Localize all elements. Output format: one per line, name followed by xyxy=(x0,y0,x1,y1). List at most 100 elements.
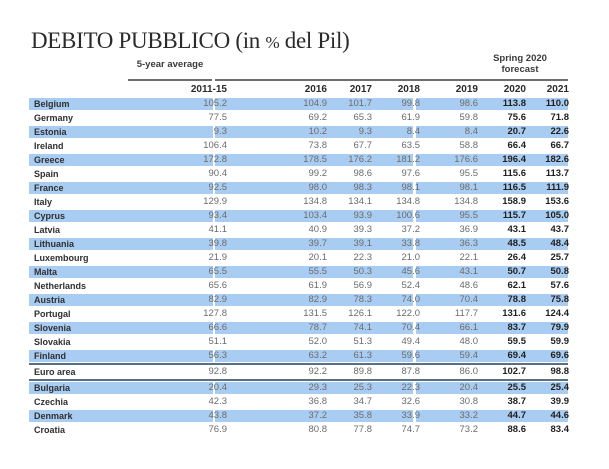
table-row: Netherlands 65.6 61.9 56.9 52.4 48.6 62.1 57.6 xyxy=(29,279,569,293)
cell-value: 20.4 xyxy=(459,382,479,393)
country-name: Slovenia xyxy=(34,323,72,333)
cell-value: 82.9 xyxy=(308,294,328,305)
row-highlight xyxy=(215,210,413,222)
cell-value: 34.7 xyxy=(353,396,373,407)
cell-value: 134.8 xyxy=(303,196,327,207)
row-highlight xyxy=(215,410,413,422)
row-highlight xyxy=(416,322,568,334)
cell-value: 35.8 xyxy=(353,410,373,421)
cell-value: 22.6 xyxy=(550,126,570,137)
cell-value: 39.3 xyxy=(353,224,373,235)
cell-value: 100.6 xyxy=(396,210,420,221)
cell-value: 67.7 xyxy=(353,140,373,151)
cell-value: 76.9 xyxy=(208,424,228,435)
cell-value: 70.4 xyxy=(401,322,421,333)
cell-value: 115.7 xyxy=(502,210,526,221)
cell-value: 22.3 xyxy=(353,252,373,263)
cell-value: 38.7 xyxy=(507,396,527,407)
cell-value: 51.3 xyxy=(353,336,373,347)
cell-value: 48.6 xyxy=(459,280,479,291)
cell-value: 87.8 xyxy=(401,366,421,377)
cell-value: 44.7 xyxy=(507,410,527,421)
cell-value: 92.8 xyxy=(208,366,228,377)
cell-value: 69.6 xyxy=(550,350,570,361)
table-row: Slovakia 51.1 52.0 51.3 49.4 48.0 59.5 59.9 xyxy=(29,335,569,349)
cell-value: 127.8 xyxy=(203,308,227,319)
country-name: Germany xyxy=(34,113,74,123)
country-name: Austria xyxy=(34,295,66,305)
cell-value: 63.5 xyxy=(401,140,421,151)
group-label-forecast: Spring 2020 forecast xyxy=(480,53,560,75)
cell-value: 20.7 xyxy=(507,126,527,137)
cell-value: 43.1 xyxy=(459,266,479,277)
cell-value: 178.5 xyxy=(303,154,327,165)
table-row: Germany 77.5 69.2 65.3 61.9 59.8 75.6 71.8 xyxy=(29,111,569,125)
cell-value: 105.2 xyxy=(203,98,227,109)
cell-value: 106.4 xyxy=(203,140,227,151)
cell-value: 98.6 xyxy=(353,168,373,179)
cell-value: 59.5 xyxy=(507,336,527,347)
row-highlight xyxy=(29,322,213,334)
cell-value: 90.4 xyxy=(208,168,228,179)
country-name: Finland xyxy=(34,351,66,361)
cell-value: 102.7 xyxy=(502,366,526,377)
cell-value: 98.1 xyxy=(459,182,479,193)
cell-value: 69.4 xyxy=(507,350,527,361)
cell-value: 176.2 xyxy=(348,154,372,165)
row-highlight xyxy=(215,322,413,334)
cell-value: 9.3 xyxy=(358,126,372,137)
row-highlight xyxy=(29,266,213,278)
country-name: Luxembourg xyxy=(34,253,89,263)
row-highlight xyxy=(215,126,413,138)
table-row: Czechia 42.3 36.8 34.7 32.6 30.8 38.7 39.9 xyxy=(29,395,569,409)
cell-value: 78.8 xyxy=(507,294,527,305)
cell-value: 78.3 xyxy=(353,294,373,305)
cell-value: 134.1 xyxy=(348,196,372,207)
cell-value: 36.8 xyxy=(308,396,328,407)
cell-value: 98.1 xyxy=(401,182,421,193)
table-row: France 92.5 98.0 98.3 98.1 98.1 116.5 111.9 xyxy=(29,181,569,195)
cell-value: 83.7 xyxy=(507,322,527,333)
table-row: Latvia 41.1 40.9 39.3 37.2 36.9 43.1 43.7 xyxy=(29,223,569,237)
cell-value: 93.9 xyxy=(353,210,373,221)
row-highlight xyxy=(416,382,568,394)
cell-value: 98.0 xyxy=(308,182,328,193)
cell-value: 29.3 xyxy=(308,382,328,393)
country-name: Malta xyxy=(34,267,58,277)
cell-value: 78.7 xyxy=(308,322,328,333)
table-row: Belgium 105.2 104.9 101.7 99.8 98.6 113.8 110.0 xyxy=(29,97,569,111)
column-header: 2020 xyxy=(503,84,526,95)
row-highlight xyxy=(215,294,413,306)
cell-value: 66.4 xyxy=(507,140,527,151)
row-highlight xyxy=(29,382,213,394)
forecast-line2: forecast xyxy=(501,64,539,75)
cell-value: 43.8 xyxy=(208,410,228,421)
cell-value: 196.4 xyxy=(502,154,526,165)
column-header: 2011-15 xyxy=(190,84,227,95)
cell-value: 43.1 xyxy=(507,224,527,235)
cell-value: 9.3 xyxy=(213,126,227,137)
cell-value: 75.8 xyxy=(550,294,570,305)
cell-value: 59.6 xyxy=(401,350,421,361)
cell-value: 36.9 xyxy=(459,224,479,235)
cell-value: 124.4 xyxy=(545,308,569,319)
table-row: Italy 129.9 134.8 134.1 134.8 134.8 158.9 153.6 xyxy=(29,195,569,209)
cell-value: 98.3 xyxy=(353,182,373,193)
cell-value: 33.8 xyxy=(401,238,421,249)
row-highlight xyxy=(29,294,213,306)
row-highlight xyxy=(29,182,213,194)
table-row: Ireland 106.4 73.8 67.7 63.5 58.8 66.4 66.7 xyxy=(29,139,569,153)
row-highlight xyxy=(29,238,213,250)
row-highlight xyxy=(416,154,568,166)
cell-value: 65.5 xyxy=(208,266,228,277)
cell-value: 52.4 xyxy=(401,280,421,291)
cell-value: 115.6 xyxy=(502,168,526,179)
title-text: DEBITO PUBBLICO (in xyxy=(31,28,266,53)
cell-value: 129.9 xyxy=(203,196,227,207)
cell-value: 69.2 xyxy=(308,112,328,123)
group-label-avg: 5-year average xyxy=(136,59,204,70)
cell-value: 101.7 xyxy=(348,98,372,109)
row-highlight xyxy=(416,126,568,138)
title-percent: % xyxy=(265,33,280,52)
table-row: Slovenia 66.6 78.7 74.1 70.4 66.1 83.7 79.9 xyxy=(29,321,569,335)
